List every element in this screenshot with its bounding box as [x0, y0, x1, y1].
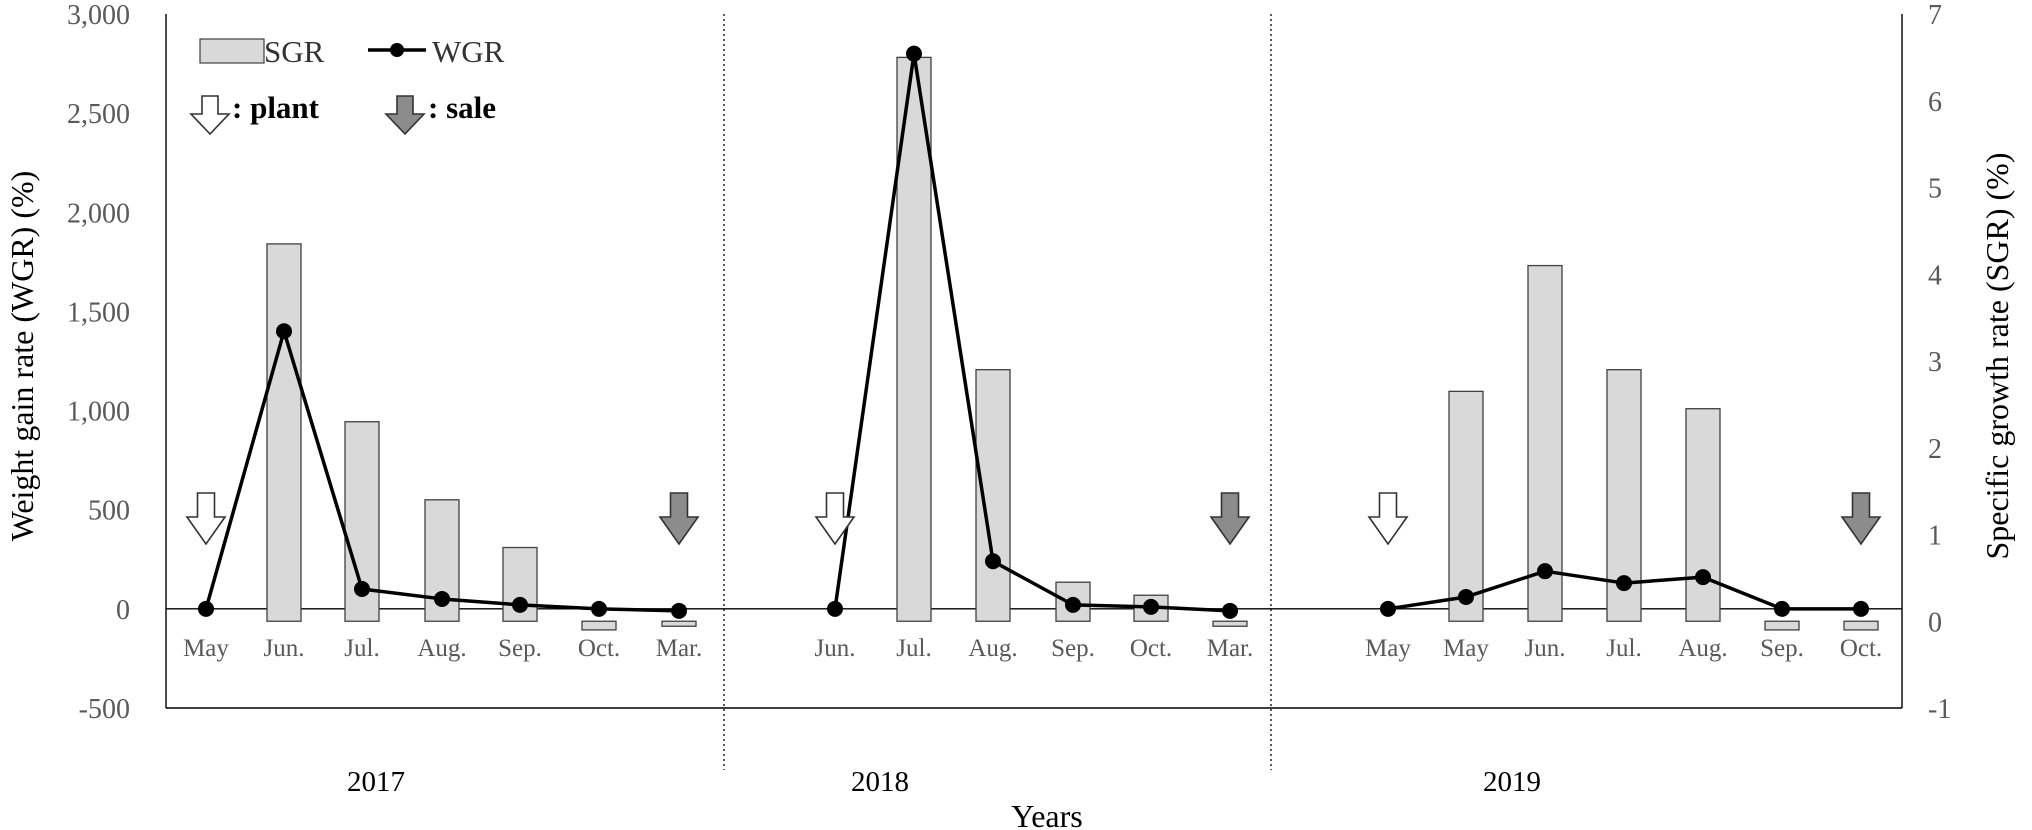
year-label: 2017 — [347, 766, 405, 798]
y-left-tick-label: -500 — [79, 694, 130, 725]
x-category-label: Mar. — [1207, 635, 1254, 662]
y-right-tick-label: -1 — [1928, 694, 1951, 725]
wgr-point — [276, 323, 292, 340]
x-category-label: Sep. — [1760, 635, 1804, 662]
sgr-bar — [1212, 620, 1248, 627]
x-category-label: Sep. — [498, 635, 542, 662]
legend-sale-arrow-icon — [384, 95, 426, 136]
wgr-point — [512, 596, 528, 613]
sgr-bar — [581, 620, 617, 631]
wgr-line — [833, 51, 1231, 613]
wgr-point — [671, 602, 687, 619]
y-right-tick-label: 2 — [1928, 434, 1942, 465]
x-category-label: Oct. — [1840, 635, 1882, 662]
legend-sgr-swatch — [199, 38, 265, 64]
wgr-point — [1380, 600, 1396, 617]
x-category-label: Aug. — [1678, 635, 1727, 662]
wgr-point — [985, 553, 1001, 570]
x-category-label: Oct. — [578, 635, 620, 662]
x-category-label: Jul. — [896, 635, 931, 662]
sgr-bar — [896, 56, 932, 622]
plant-arrow-icon — [1367, 492, 1409, 546]
y-right-axis-title: Specific growth rate (SGR) (%) — [1979, 153, 2015, 560]
legend-sale-label: : sale — [428, 90, 496, 125]
x-category-label: May — [1443, 635, 1489, 662]
sgr-bar — [1448, 390, 1484, 622]
y-left-tick-label: 500 — [88, 496, 130, 527]
y-right-tick-label: 0 — [1928, 607, 1942, 638]
y-right-tick-label: 5 — [1928, 174, 1942, 205]
year-label: 2018 — [851, 766, 909, 798]
sgr-bar — [1843, 620, 1879, 631]
sgr-bar — [266, 243, 302, 622]
wgr-point — [434, 590, 450, 607]
x-category-label: Jun. — [264, 635, 305, 662]
x-category-label: Sep. — [1051, 635, 1095, 662]
wgr-point — [1222, 602, 1238, 619]
x-category-label: Jun. — [815, 635, 856, 662]
x-category-label: Aug. — [968, 635, 1017, 662]
wgr-point — [1537, 563, 1553, 580]
plant-arrow-icon — [814, 492, 856, 546]
x-category-label: May — [183, 635, 229, 662]
x-category-label: May — [1365, 635, 1411, 662]
legend-wgr-label: WGR — [432, 34, 505, 69]
y-left-tick-label: 0 — [116, 595, 130, 626]
wgr-point — [198, 600, 214, 617]
y-right-tick-label: 4 — [1928, 260, 1942, 291]
wgr-point — [1853, 600, 1869, 617]
year-label: 2019 — [1483, 766, 1541, 798]
sgr-bar — [1764, 620, 1800, 631]
x-category-label: Jul. — [1606, 635, 1641, 662]
legend-plant-arrow-icon — [189, 95, 231, 136]
sale-arrow-icon — [1209, 492, 1251, 546]
x-category-label: Mar. — [656, 635, 703, 662]
y-left-tick-label: 1,500 — [67, 297, 130, 328]
x-category-label: Aug. — [417, 635, 466, 662]
x-category-label: Oct. — [1130, 635, 1172, 662]
sale-arrow-icon — [658, 492, 700, 546]
y-left-tick-label: 1,000 — [67, 397, 130, 428]
wgr-point — [1065, 596, 1081, 613]
y-right-tick-label: 3 — [1928, 347, 1942, 378]
sale-arrow-icon — [1840, 492, 1882, 546]
wgr-point — [1143, 598, 1159, 615]
y-left-tick-label: 2,000 — [67, 198, 130, 229]
wgr-point — [1458, 588, 1474, 605]
sgr-bar — [1527, 264, 1563, 622]
sgr-bar — [661, 620, 697, 627]
legend-wgr-marker — [390, 43, 404, 57]
legend: SGR WGR : plant : sale — [189, 34, 505, 136]
x-category-label: Jun. — [1525, 635, 1566, 662]
y-right-tick-label: 1 — [1928, 521, 1942, 552]
y-left-tick-label: 3,000 — [67, 0, 130, 31]
wgr-point — [906, 45, 922, 62]
wgr-point — [354, 581, 370, 598]
legend-plant-label: : plant — [232, 90, 320, 125]
plant-arrow-icon — [185, 492, 227, 546]
wgr-point — [827, 600, 843, 617]
wgr-point — [1616, 575, 1632, 592]
wgr-point — [1774, 600, 1790, 617]
y-right-tick-label: 6 — [1928, 87, 1942, 118]
x-axis-title: Years — [1011, 798, 1082, 830]
wgr-point — [591, 600, 607, 617]
legend-sgr-label: SGR — [264, 34, 325, 69]
y-left-tick-label: 2,500 — [67, 99, 130, 130]
y-left-axis-title: Weight gain rate (WGR) (%) — [4, 171, 40, 542]
sgr-bar — [1685, 408, 1721, 622]
y-right-tick-label: 7 — [1928, 0, 1942, 31]
wgr-point — [1695, 569, 1711, 586]
x-category-label: Jul. — [344, 635, 379, 662]
